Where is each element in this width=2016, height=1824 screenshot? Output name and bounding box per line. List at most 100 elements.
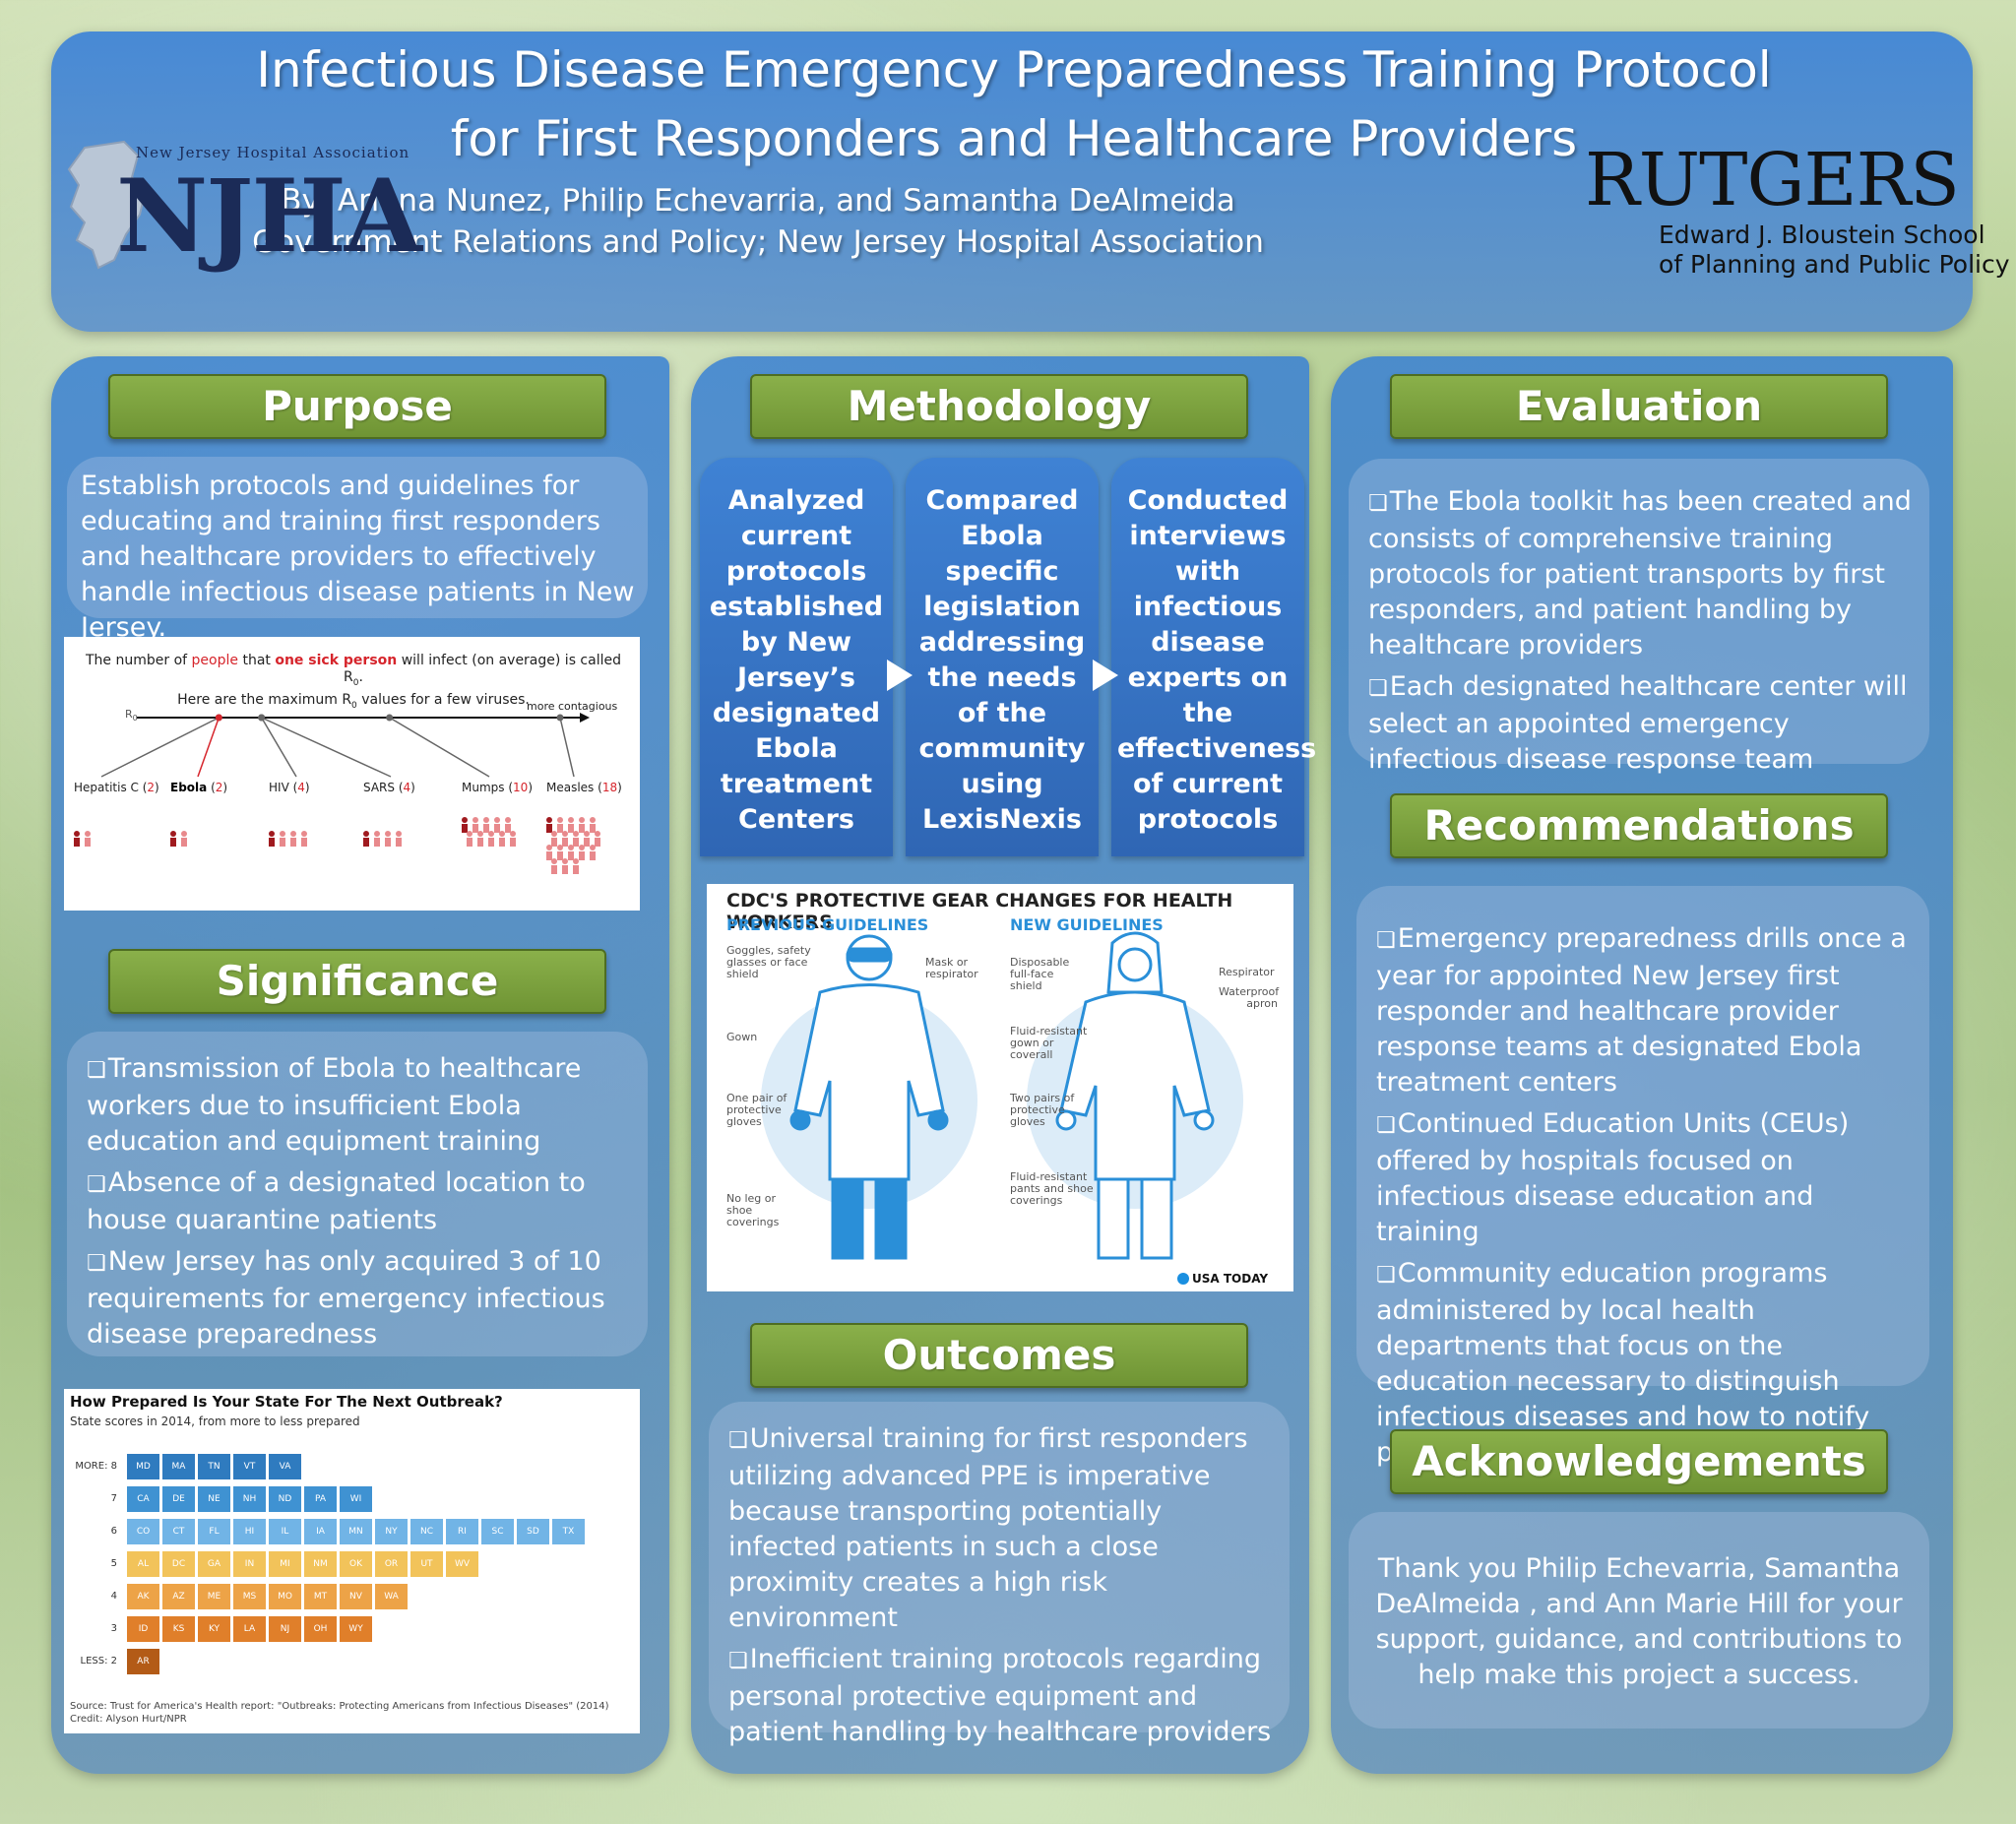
- purpose-text: Establish protocols and guidelines for e…: [67, 457, 648, 643]
- r0-virus-label: SARS (4): [363, 781, 415, 794]
- person-icon: [477, 831, 483, 847]
- r0-virus-label: Mumps (10): [462, 781, 533, 794]
- state-cell: WV: [446, 1551, 478, 1577]
- poster-affiliation: Government Relations and Policy; New Jer…: [252, 224, 1264, 260]
- state-cell: NV: [340, 1584, 372, 1609]
- significance-heading: Significance: [108, 949, 606, 1014]
- acknowledgements-heading: Acknowledgements: [1390, 1429, 1888, 1494]
- table-row-label: 7: [110, 1493, 117, 1504]
- njha-logo-subtitle: New Jersey Hospital Association: [136, 144, 410, 161]
- person-icon: [170, 831, 176, 847]
- r0-connector: [261, 717, 297, 778]
- cdc-gear-figure: CDC'S PROTECTIVE GEAR CHANGES FOR HEALTH…: [707, 884, 1293, 1291]
- state-cell: ME: [198, 1584, 230, 1609]
- state-cell: NM: [304, 1551, 337, 1577]
- state-cell: DC: [162, 1551, 195, 1577]
- table-row-label: MORE: 8: [75, 1461, 117, 1472]
- state-cell: MA: [162, 1454, 195, 1479]
- state-cell: MI: [269, 1551, 301, 1577]
- person-icon: [579, 817, 585, 833]
- gear-label: Gown: [726, 1031, 758, 1043]
- gear-label: Respirator: [1219, 966, 1275, 978]
- list-item: The Ebola toolkit has been created and c…: [1368, 484, 1918, 663]
- state-cell: NH: [233, 1486, 266, 1512]
- r0-connector: [100, 717, 220, 778]
- state-cell: ID: [127, 1616, 159, 1642]
- state-cell: VA: [269, 1454, 301, 1479]
- person-icon: [595, 831, 600, 847]
- table-source: Source: Trust for America's Health repor…: [70, 1701, 609, 1725]
- person-icon: [546, 817, 552, 833]
- state-cell: GA: [198, 1551, 230, 1577]
- state-cell: NJ: [269, 1616, 301, 1642]
- state-cell: ND: [269, 1486, 301, 1512]
- evaluation-list: The Ebola toolkit has been created and c…: [1349, 459, 1929, 775]
- r0-figure: The number of people that one sick perso…: [64, 637, 640, 911]
- significance-list: Transmission of Ebola to healthcare work…: [67, 1032, 648, 1356]
- person-icon: [181, 831, 187, 847]
- person-icon: [488, 831, 494, 847]
- outcomes-list: Universal training for first responders …: [709, 1402, 1290, 1747]
- state-cell: AL: [127, 1551, 159, 1577]
- method-step-2: Compared Ebola specific legislation addr…: [906, 458, 1099, 856]
- school-name-line1: Edward J. Bloustein School: [1659, 220, 1985, 249]
- r0-virus-label: Measles (18): [546, 781, 622, 794]
- state-cell: MN: [340, 1519, 372, 1544]
- table-title: How Prepared Is Your State For The Next …: [70, 1393, 503, 1411]
- table-row-label: 4: [110, 1591, 117, 1602]
- state-cell: MO: [269, 1584, 301, 1609]
- methodology-heading: Methodology: [750, 374, 1248, 439]
- state-cell: CO: [127, 1519, 159, 1544]
- poster-header: [51, 31, 1973, 332]
- person-icon: [573, 858, 579, 874]
- state-cell: SC: [481, 1519, 514, 1544]
- usa-today-credit: USA TODAY: [1177, 1272, 1268, 1286]
- table-row: 3 ID KS KY LA NJ OH WY: [64, 1614, 633, 1644]
- state-cell: WY: [340, 1616, 372, 1642]
- r0-connector: [389, 717, 490, 778]
- state-cell: AZ: [162, 1584, 195, 1609]
- person-icon: [573, 831, 579, 847]
- state-cell: MT: [304, 1584, 337, 1609]
- person-icon: [396, 831, 402, 847]
- list-item: Inefficient training protocols regarding…: [728, 1642, 1278, 1750]
- state-cell: VT: [233, 1454, 266, 1479]
- state-cell: LA: [233, 1616, 266, 1642]
- r0-point: [556, 714, 564, 722]
- list-item: Each designated healthcare center will s…: [1368, 669, 1918, 778]
- person-icon: [462, 817, 468, 833]
- person-icon: [590, 845, 596, 860]
- person-icon: [505, 817, 511, 833]
- state-cell: AR: [127, 1649, 159, 1674]
- person-icon: [74, 831, 80, 847]
- state-cell: OR: [375, 1551, 408, 1577]
- person-icon: [562, 858, 568, 874]
- person-icon: [483, 817, 489, 833]
- list-item: Absence of a designated location to hous…: [87, 1165, 636, 1238]
- r0-more-contagious: more contagious: [527, 700, 618, 713]
- state-cell: PA: [304, 1486, 337, 1512]
- state-cell: DE: [162, 1486, 195, 1512]
- state-cell: OH: [304, 1616, 337, 1642]
- r0-axis-label: R0: [125, 708, 138, 723]
- state-cell: UT: [410, 1551, 443, 1577]
- person-icon: [568, 817, 574, 833]
- state-cell: NY: [375, 1519, 408, 1544]
- r0-diagram: [74, 713, 600, 874]
- person-icon: [472, 817, 478, 833]
- state-cell: CT: [162, 1519, 195, 1544]
- person-icon: [557, 845, 563, 860]
- r0-virus-label: HIV (4): [269, 781, 310, 794]
- person-icon: [280, 831, 285, 847]
- new-guidelines-heading: NEW GUIDELINES: [1010, 915, 1164, 934]
- method-step-3: Conducted interviews with infectious dis…: [1111, 458, 1316, 856]
- gear-label: No leg or shoe coverings: [726, 1192, 780, 1228]
- r0-connector: [197, 717, 220, 778]
- r0-virus-label: Ebola (2): [170, 781, 228, 794]
- state-cell: IL: [269, 1519, 301, 1544]
- state-cell: TN: [198, 1454, 230, 1479]
- person-icon: [546, 845, 552, 860]
- table-row-label: 6: [110, 1526, 117, 1537]
- cdc-figure-title: CDC'S PROTECTIVE GEAR CHANGES FOR HEALTH…: [726, 890, 1233, 933]
- person-icon: [568, 845, 574, 860]
